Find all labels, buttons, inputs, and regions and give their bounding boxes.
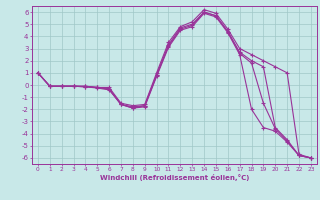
X-axis label: Windchill (Refroidissement éolien,°C): Windchill (Refroidissement éolien,°C) bbox=[100, 174, 249, 181]
